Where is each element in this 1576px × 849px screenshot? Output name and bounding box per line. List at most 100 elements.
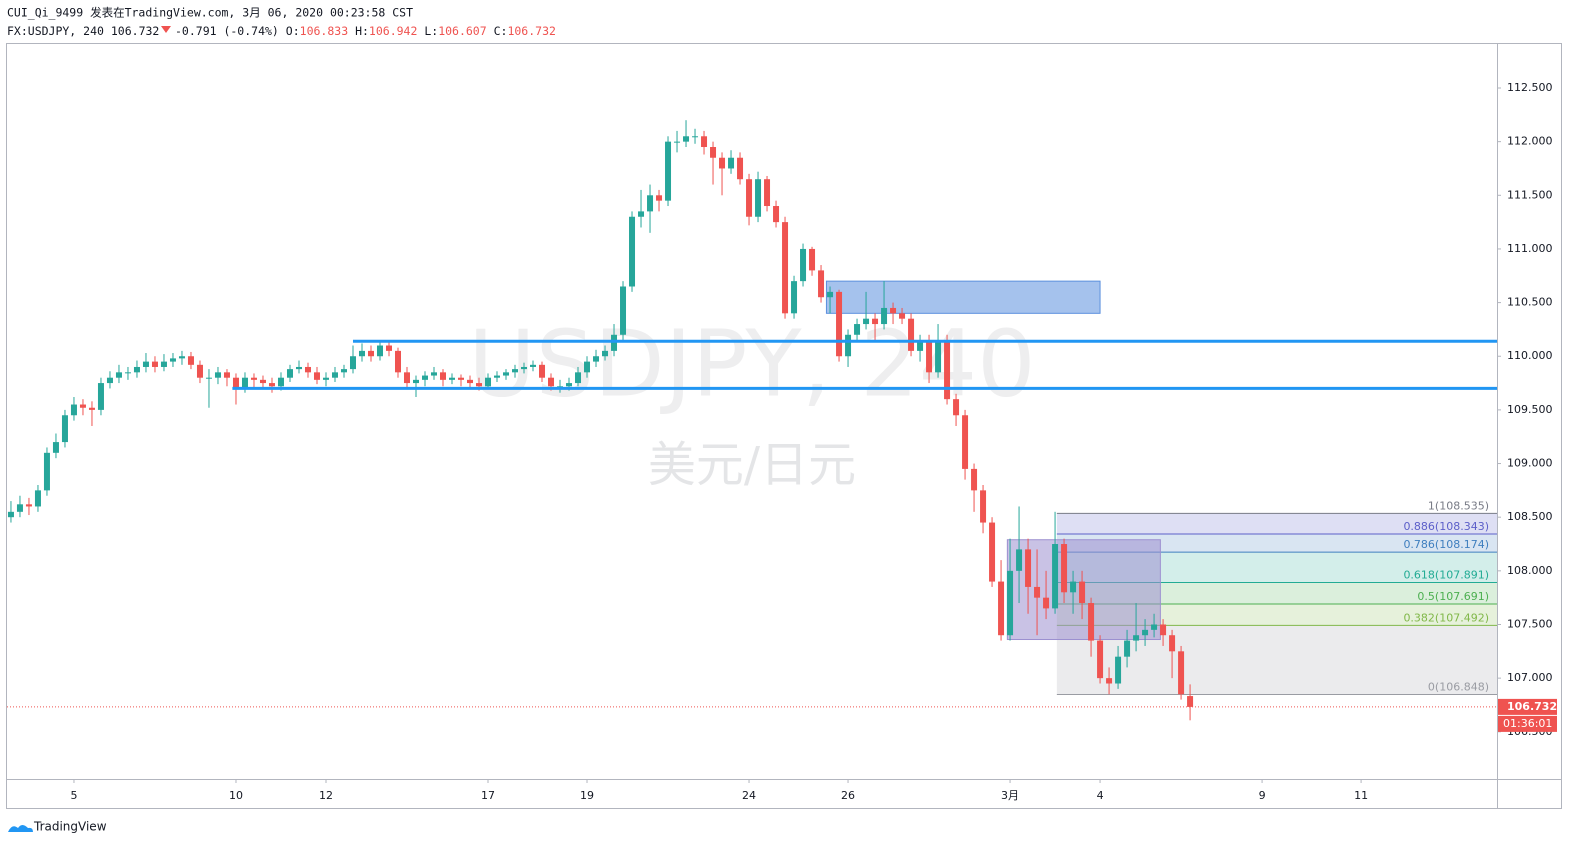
candle-body <box>440 372 447 380</box>
candle-body <box>728 157 735 169</box>
y-tick-label: 108.500 <box>1507 510 1553 523</box>
candle-body <box>1133 635 1140 641</box>
candle-body <box>70 404 77 416</box>
x-tick-label: 19 <box>580 789 594 802</box>
candle-body <box>854 324 861 335</box>
candle-body <box>1025 549 1032 587</box>
candle-body <box>890 307 897 314</box>
candle-body <box>178 356 185 359</box>
candle-body <box>1043 597 1050 609</box>
h-label: H: <box>355 24 369 38</box>
candle-body <box>944 340 951 400</box>
candle-body <box>584 361 591 373</box>
x-tick-label: 24 <box>742 789 756 802</box>
x-tick-label: 11 <box>1354 789 1368 802</box>
candle-body <box>286 369 293 378</box>
candle-body <box>232 377 239 389</box>
candle-body <box>1169 635 1176 652</box>
candle-body <box>674 141 681 143</box>
y-tick-label: 110.000 <box>1507 349 1553 362</box>
candle-body <box>250 377 257 380</box>
x-tick-label: 4 <box>1097 789 1104 802</box>
candle-body <box>16 504 23 512</box>
candle-body <box>394 350 401 373</box>
candle-body <box>971 468 978 491</box>
candle-body <box>449 377 456 380</box>
l-label: L: <box>424 24 438 38</box>
candle-body <box>710 147 717 158</box>
candle-body <box>620 286 627 335</box>
candle-body <box>791 281 798 314</box>
y-tick-label: 109.000 <box>1507 457 1553 470</box>
candle-body <box>638 211 645 217</box>
down-arrow <box>161 26 171 33</box>
candle-body <box>313 372 320 380</box>
o-value: 106.833 <box>300 24 349 38</box>
c-value: 106.732 <box>507 24 555 38</box>
brand: TradingView <box>33 820 107 834</box>
candle-body <box>1061 544 1068 593</box>
candle-body <box>737 157 744 180</box>
x-tick-label: 3月 <box>1001 789 1019 802</box>
candle-body <box>647 195 654 212</box>
candle-body <box>575 372 582 384</box>
candle-body <box>7 511 14 518</box>
candle-body <box>1079 581 1086 604</box>
candle-body <box>61 415 68 443</box>
y-tick-label: 111.500 <box>1507 188 1553 201</box>
header-ohlc: -0.791 (-0.74%) O:106.833 H:106.942 L:10… <box>175 24 556 38</box>
candle-body <box>133 366 140 373</box>
candle-body <box>782 222 789 314</box>
candle-body <box>1124 640 1131 657</box>
symbol: FX:USDJPY, 240 <box>7 24 104 38</box>
plot: 1(108.535) 0.886(108.343) 0.786(108.174) 0.… <box>7 120 1497 721</box>
candle-body <box>43 452 50 491</box>
candle-body <box>503 372 510 376</box>
candle-body <box>512 369 519 373</box>
candle-body <box>602 350 609 357</box>
candle-body <box>97 383 104 410</box>
y-tick-label: 112.500 <box>1507 81 1553 94</box>
candle-body <box>773 206 780 223</box>
candle-body <box>881 307 888 325</box>
l-value: 106.607 <box>438 24 487 38</box>
header-quote: FX:USDJPY, 240 106.732 <box>7 24 159 38</box>
candle-body <box>863 318 870 325</box>
o-label: O: <box>286 24 300 38</box>
fib-label: 1(108.535) <box>1428 499 1489 512</box>
candle-body <box>656 195 663 201</box>
candle-body <box>917 340 924 351</box>
candle-body <box>755 179 762 217</box>
candle-body <box>115 372 122 378</box>
candle-body <box>52 442 59 453</box>
candle-body <box>295 366 302 370</box>
candle-body <box>899 313 906 319</box>
candle-body <box>268 383 275 387</box>
candle-body <box>629 216 636 287</box>
candle-body <box>340 369 347 373</box>
candle-body <box>205 377 212 379</box>
candle-body <box>277 377 284 387</box>
candle-body <box>142 361 149 367</box>
countdown-box <box>1498 715 1557 732</box>
h-value: 106.942 <box>369 24 417 38</box>
candle-body <box>1151 624 1158 630</box>
candle-body <box>79 404 86 408</box>
candle-body <box>494 375 501 378</box>
logo: TradingView <box>8 820 107 834</box>
candle-body <box>926 340 933 373</box>
candle-body <box>160 361 167 367</box>
candle-body <box>521 366 528 370</box>
candle-body <box>1187 696 1194 707</box>
candle-body <box>989 522 996 582</box>
candle-body <box>809 248 816 271</box>
candle-body <box>124 372 131 374</box>
last-price-box <box>1498 698 1557 715</box>
x-tick-label: 26 <box>841 789 855 802</box>
candle-body <box>259 379 266 384</box>
candle-body <box>1052 544 1059 609</box>
candle-body <box>431 372 438 376</box>
fib-band <box>1056 582 1497 604</box>
candle-body <box>539 364 546 378</box>
